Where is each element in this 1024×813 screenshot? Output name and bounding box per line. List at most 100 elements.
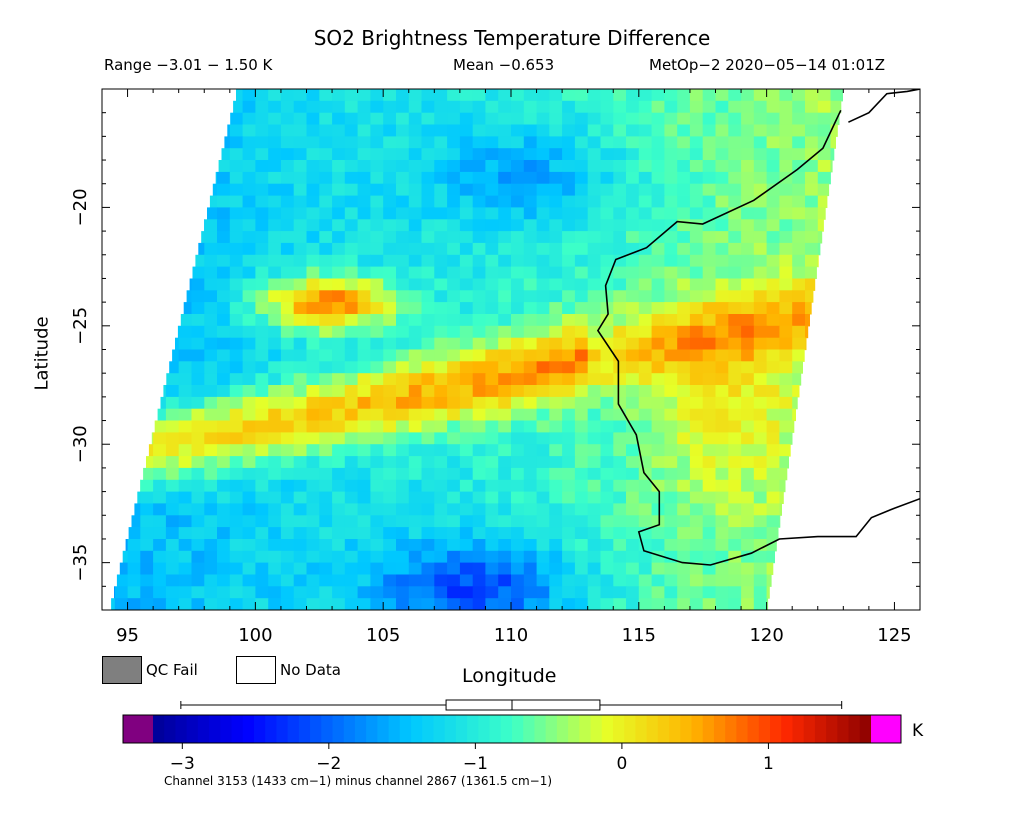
heat-cell: [306, 373, 320, 386]
heat-cell: [204, 574, 218, 587]
heat-cell: [536, 408, 550, 422]
heat-cell: [574, 242, 589, 256]
heat-cell: [817, 124, 832, 137]
heat-cell: [131, 515, 141, 528]
heat-cell: [651, 408, 665, 422]
heat-cell: [498, 231, 512, 244]
heat-cell: [447, 171, 461, 185]
heat-cell: [383, 302, 397, 315]
heat-cell: [766, 432, 780, 445]
coastline-northwest: [848, 89, 920, 123]
heat-cell: [229, 408, 244, 422]
heat-cell: [165, 503, 180, 516]
heat-cell: [293, 503, 308, 516]
heat-cell: [562, 586, 576, 599]
heat-cell: [383, 408, 397, 422]
heat-cell: [536, 160, 550, 173]
heat-cell: [511, 148, 525, 161]
heat-cell: [498, 385, 512, 398]
heat-cell: [125, 539, 129, 552]
heat-cell: [511, 278, 525, 291]
heat-cell: [447, 586, 461, 599]
heat-cell: [638, 183, 653, 197]
heat-cell: [344, 314, 359, 327]
heat-cell: [805, 100, 819, 114]
heat-cell: [396, 574, 410, 587]
heat-cell: [293, 290, 308, 303]
heat-cell: [511, 515, 525, 528]
heat-cell: [536, 242, 550, 256]
heat-cell: [536, 290, 550, 303]
colorbar-tick-label: −2: [316, 754, 341, 774]
heat-cell: [383, 373, 397, 386]
heat-cell: [638, 432, 653, 445]
colorbar-segment: [399, 715, 412, 743]
heat-cell: [332, 527, 346, 540]
heat-cell: [319, 325, 333, 339]
heat-cell: [319, 136, 333, 149]
heat-cell: [280, 598, 295, 610]
heat-cell: [549, 539, 563, 552]
heat-cell: [613, 444, 627, 457]
heat-cell: [715, 171, 729, 185]
heat-cell: [677, 420, 691, 433]
heat-cell: [472, 598, 487, 610]
heat-cell: [357, 503, 371, 516]
heat-cell: [280, 112, 295, 126]
heat-cell: [613, 231, 627, 244]
heat-cell: [447, 562, 461, 575]
heat-cell: [332, 124, 346, 137]
heat-cell: [562, 325, 576, 339]
heat-cell: [651, 302, 665, 315]
heat-cell: [280, 444, 295, 457]
heat-cell: [498, 195, 512, 208]
heat-cell: [459, 124, 474, 137]
heat-cell: [434, 349, 448, 362]
heat-cell: [357, 467, 371, 481]
heat-cell: [741, 314, 755, 327]
heat-cell: [175, 337, 180, 351]
heat-cell: [613, 491, 627, 504]
heat-cell: [255, 610, 268, 622]
heat-cell: [204, 396, 218, 410]
heat-cell: [574, 467, 589, 481]
heat-cell: [204, 219, 218, 232]
heat-cell: [396, 112, 410, 126]
heat-cell: [344, 349, 359, 362]
heat-cell: [396, 136, 410, 149]
heat-cell: [562, 278, 576, 291]
heat-cell: [146, 456, 154, 469]
heat-cell: [280, 148, 295, 161]
heat-cell: [498, 396, 512, 410]
heat-cell: [370, 562, 384, 575]
heat-cell: [383, 550, 397, 564]
heat-cell: [651, 148, 665, 161]
heat-cell: [332, 314, 346, 327]
heat-cell: [357, 527, 371, 540]
heat-cell: [664, 432, 678, 445]
heat-cell: [383, 254, 397, 268]
heat-cell: [280, 160, 295, 173]
heat-cell: [728, 539, 742, 552]
heat-cell: [741, 515, 755, 528]
heat-cell: [664, 136, 678, 149]
colorbar-segment: [814, 715, 827, 743]
heat-cell: [626, 171, 640, 185]
heat-cell: [472, 314, 487, 327]
colorbar-segment: [310, 715, 322, 743]
heat-cell: [204, 562, 218, 575]
heat-cell: [689, 254, 704, 268]
heat-cell: [421, 100, 435, 114]
heat-cell: [779, 432, 793, 445]
heat-cell: [178, 361, 193, 374]
colorbar-segment: [478, 715, 491, 743]
heat-cell: [600, 314, 614, 327]
heat-cell: [217, 444, 231, 457]
heat-cell: [523, 361, 538, 374]
heat-cell: [344, 254, 359, 268]
heat-cell: [562, 195, 576, 208]
heat-cell: [115, 610, 128, 622]
heat-cell: [702, 254, 717, 268]
heat-cell: [511, 610, 524, 622]
heat-cell: [357, 586, 371, 599]
